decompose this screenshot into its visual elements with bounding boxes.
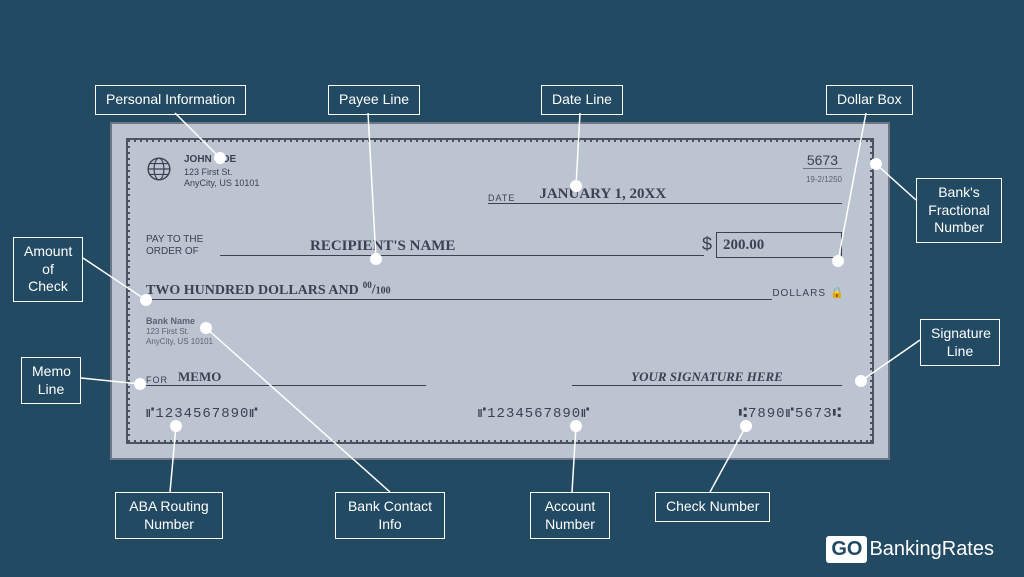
dot-account xyxy=(570,420,582,432)
dot-payee xyxy=(370,253,382,265)
check-container: JOHN DOE 123 First St. AnyCity, US 10101… xyxy=(110,122,890,460)
callout-payee-line: Payee Line xyxy=(328,85,420,115)
logo-go: GO xyxy=(826,536,867,563)
callout-memo: MemoLine xyxy=(21,357,81,404)
globe-icon xyxy=(146,156,172,182)
dot-dollarbox xyxy=(832,255,844,267)
micr-routing: ⑈1234567890⑈ xyxy=(146,406,414,422)
dot-routing xyxy=(170,420,182,432)
callout-checknum: Check Number xyxy=(655,492,770,522)
fractional-number: 19-2/1250 xyxy=(806,175,842,184)
dot-signature xyxy=(855,375,867,387)
dollars-label: DOLLARS xyxy=(772,288,826,299)
memo-label: FOR xyxy=(146,375,168,385)
callout-personal-info: Personal Information xyxy=(95,85,246,115)
callout-fractional: Bank'sFractionalNumber xyxy=(916,178,1002,243)
dot-amount xyxy=(140,294,152,306)
dot-memo xyxy=(134,378,146,390)
pay-to-label: PAY TO THE ORDER OF xyxy=(146,234,203,258)
date-value: JANUARY 1, 20XX xyxy=(539,186,666,203)
address-line-1: 123 First St. xyxy=(184,167,259,178)
micr-account: ⑈1234567890⑈ xyxy=(414,406,655,422)
micr-line: ⑈1234567890⑈ ⑈1234567890⑈ ⑆7890⑈5673⑆ xyxy=(146,406,842,422)
brand-logo: GOBankingRates xyxy=(826,536,994,563)
lock-icon: 🔒 xyxy=(830,286,844,299)
memo-value: MEMO xyxy=(178,369,221,385)
dollar-box: 200.00 xyxy=(716,232,842,258)
callout-date-line: Date Line xyxy=(541,85,623,115)
amount-words: TWO HUNDRED DOLLARS AND xyxy=(146,283,359,299)
fill-line xyxy=(397,296,766,297)
memo-row: FOR MEMO xyxy=(146,368,426,386)
callout-account: AccountNumber xyxy=(530,492,610,539)
callout-dollar-box: Dollar Box xyxy=(826,85,913,115)
payee-name: RECIPIENT'S NAME xyxy=(310,238,455,255)
dollar-amount: 200.00 xyxy=(723,237,764,254)
dot-bankinfo xyxy=(200,322,212,334)
callout-amount: Amountof Check xyxy=(13,237,83,302)
dot-fractional xyxy=(870,158,882,170)
dollar-sign: $ xyxy=(702,234,712,255)
callout-signature: SignatureLine xyxy=(920,319,1000,366)
logo-rest: BankingRates xyxy=(869,538,994,561)
payee-line: RECIPIENT'S NAME xyxy=(220,236,704,256)
dot-date xyxy=(570,180,582,192)
amount-fraction: 00/100 xyxy=(363,280,391,299)
signature-value: YOUR SIGNATURE HERE xyxy=(631,369,783,385)
amount-words-line: TWO HUNDRED DOLLARS AND 00/100 xyxy=(146,280,772,300)
check-number-top: 5673 19-2/1250 xyxy=(803,152,842,185)
check-inner: JOHN DOE 123 First St. AnyCity, US 10101… xyxy=(126,138,874,444)
date-label: DATE xyxy=(488,193,515,203)
callout-bankinfo: Bank ContactInfo xyxy=(335,492,445,539)
bank-addr2: AnyCity, US 10101 xyxy=(146,337,213,347)
check-number-value: 5673 xyxy=(803,152,842,169)
signature-line: YOUR SIGNATURE HERE xyxy=(572,368,842,386)
callout-routing: ABA RoutingNumber xyxy=(115,492,223,539)
dot-personal xyxy=(214,152,226,164)
date-row: DATE JANUARY 1, 20XX xyxy=(488,184,842,204)
address-line-2: AnyCity, US 10101 xyxy=(184,178,259,189)
dot-checknum xyxy=(740,420,752,432)
